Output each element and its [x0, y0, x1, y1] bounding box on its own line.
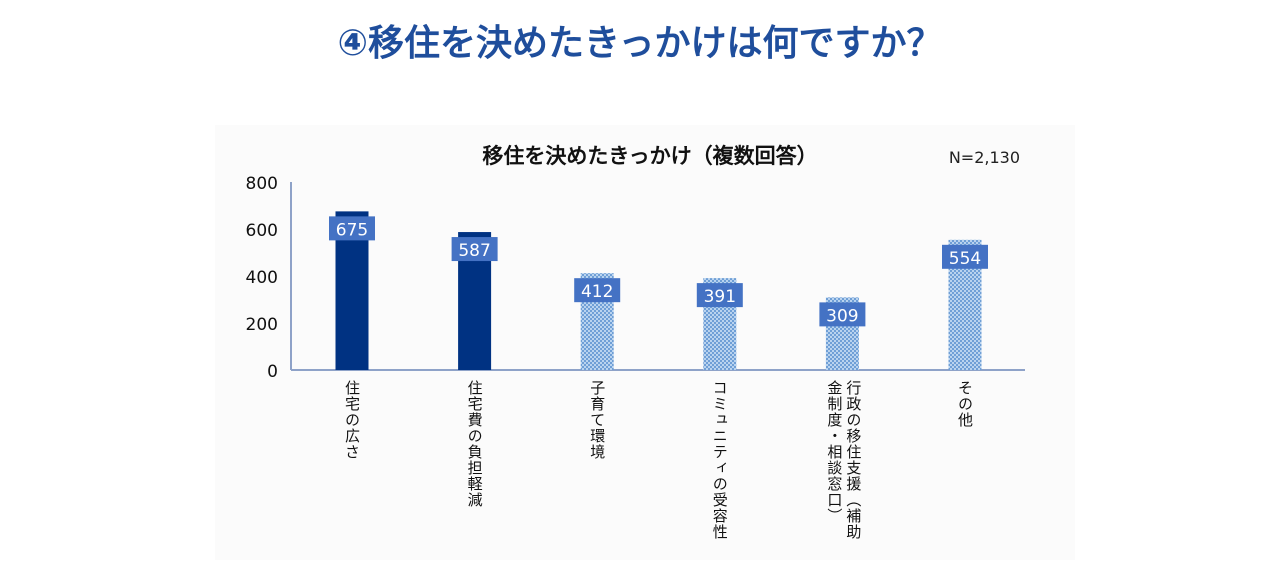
x-tick-label: 子育て環境 [587, 380, 606, 460]
x-tick-label: 住宅費の負担軽減 [465, 380, 484, 508]
data-label: 675 [336, 220, 368, 240]
data-label: 309 [826, 306, 858, 326]
sample-size: N=2,130 [949, 148, 1020, 167]
x-tick-label: 行政の移住支援（補助 金制度・相談窓口） [824, 380, 862, 540]
x-tick-label-line: 住宅の広さ [343, 380, 361, 460]
y-tick-label: 400 [246, 268, 278, 288]
data-label-box [451, 237, 498, 262]
y-tick-label: 0 [267, 362, 278, 382]
y-tick-label: 800 [246, 174, 278, 194]
data-label: 391 [704, 287, 736, 307]
x-tick-label: 住宅の広さ [342, 380, 361, 460]
y-tick-label: 600 [246, 221, 278, 241]
y-tick-label: 200 [246, 315, 278, 335]
data-label: 587 [458, 241, 490, 261]
data-label-box [942, 244, 988, 269]
chart-title: 移住を決めたきっかけ（複数回答） [482, 144, 817, 168]
x-tick-label: コミュニティの受容性 [710, 380, 729, 540]
data-label: 554 [949, 249, 981, 269]
x-tick-label-line: 金制度・相談窓口） [825, 380, 844, 524]
x-tick-label-line: 行政の移住支援（補助 [844, 380, 863, 540]
data-label: 412 [581, 282, 613, 302]
data-label-box [329, 216, 375, 241]
page-title: ④移住を決めたきっかけは何ですか？ [337, 23, 943, 64]
x-tick-label-line: その他 [956, 380, 974, 428]
x-tick-label-line: 子育て環境 [588, 380, 607, 460]
data-label-box [819, 302, 866, 327]
data-label-box [696, 283, 743, 308]
x-tick-label: その他 [955, 380, 974, 428]
x-tick-label-line: コミュニティの受容性 [710, 380, 729, 540]
data-label-box [574, 278, 621, 303]
x-tick-label-line: 住宅費の負担軽減 [465, 380, 484, 508]
